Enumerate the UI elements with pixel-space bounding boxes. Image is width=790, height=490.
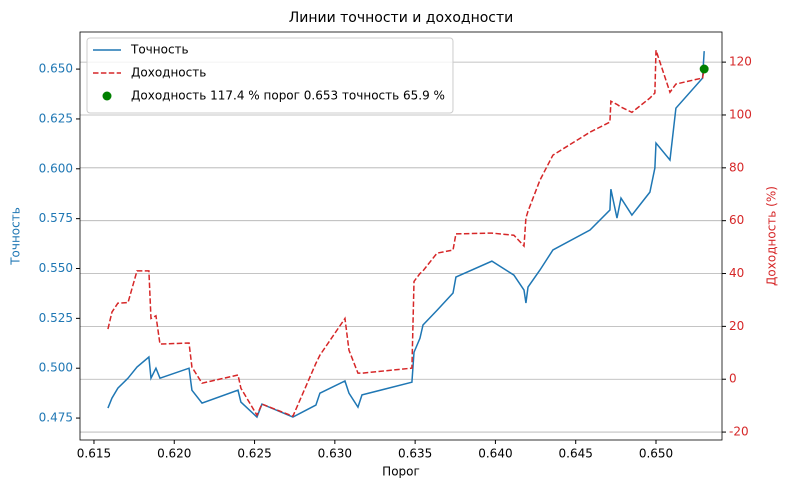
x-tick-label: 0.630: [318, 447, 352, 461]
y2-tick-label: 40: [729, 266, 744, 280]
y-tick-label: 0.625: [39, 111, 73, 125]
x-tick-label: 0.635: [398, 447, 432, 461]
y2-tick-label: 120: [729, 55, 752, 69]
y-tick-label: 0.475: [39, 411, 73, 425]
legend-label: Точность: [130, 43, 189, 57]
y-tick-label: 0.550: [39, 261, 73, 275]
y2-tick-label: 60: [729, 213, 744, 227]
y-axis-label: Точность: [9, 207, 23, 266]
y-tick-label: 0.650: [39, 62, 73, 76]
legend-box: [86, 37, 454, 114]
x-tick-label: 0.615: [77, 447, 111, 461]
series-line: [107, 49, 705, 418]
y-tick-label: 0.525: [39, 311, 73, 325]
highlight-point: [699, 64, 709, 74]
x-tick-label: 0.625: [237, 447, 271, 461]
y2-tick-label: 20: [729, 319, 744, 333]
x-tick-label: 0.640: [478, 447, 512, 461]
y2-tick-label: -20: [729, 425, 749, 439]
x-axis-label: Порог: [382, 465, 420, 479]
y2-axis-label: Доходность (%): [765, 186, 779, 286]
chart-title: Линии точности и доходности: [289, 10, 514, 26]
y2-tick-label: 80: [729, 160, 744, 174]
y-tick-label: 0.600: [39, 161, 73, 175]
legend-swatch: [102, 91, 112, 101]
y2-tick-label: 100: [729, 107, 752, 121]
x-tick-label: 0.650: [639, 447, 673, 461]
series-line: [107, 51, 705, 419]
plot-frame: [79, 31, 723, 441]
y2-tick-label: 0: [729, 372, 737, 386]
x-tick-label: 0.620: [157, 447, 191, 461]
legend: Точность Доходность Доходность 117.4 % пор…: [86, 37, 454, 114]
y-tick-label: 0.575: [39, 211, 73, 225]
x-tick-label: 0.645: [559, 447, 593, 461]
y-tick-label: 0.500: [39, 361, 73, 375]
legend-label: Доходность 117.4 % порог 0.653 точность …: [131, 89, 445, 103]
legend-label: Доходность: [131, 66, 206, 80]
